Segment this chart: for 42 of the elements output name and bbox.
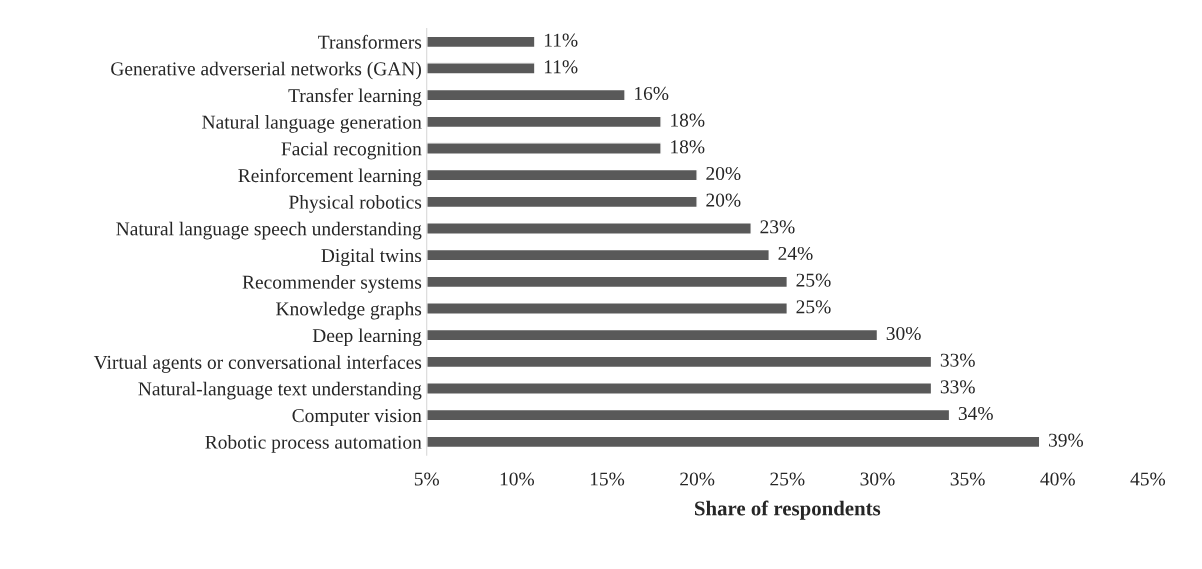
y-tick-label: Transformers — [318, 34, 422, 49]
y-tick-label: Natural-language text understanding — [138, 381, 422, 400]
x-tick-label: 45% — [1130, 472, 1166, 486]
y-tick-label: Knowledge graphs — [276, 301, 422, 320]
y-tick-label: Reinforcement learning — [238, 168, 422, 187]
data-label: 16% — [635, 86, 669, 101]
data-label: 30% — [886, 326, 921, 341]
y-tick-label: Natural language speech understanding — [116, 221, 422, 240]
x-axis-title: Share of respondents — [695, 500, 881, 520]
data-label: 39% — [1048, 433, 1084, 447]
y-tick-label: Physical robotics — [289, 195, 422, 213]
data-label: 18% — [671, 113, 705, 127]
x-tick-label: 25% — [770, 472, 805, 486]
x-tick-label: 40% — [1040, 472, 1075, 486]
data-label: 23% — [760, 220, 795, 234]
x-tick-label: 5% — [414, 472, 440, 486]
x-tick-label: 15% — [590, 472, 625, 486]
data-label: 11% — [544, 33, 578, 47]
y-tick-label: Transfer learning — [288, 88, 422, 107]
y-tick-label: Digital twins — [321, 248, 422, 267]
x-tick-label: 20% — [680, 472, 715, 486]
data-label: 25% — [796, 300, 831, 314]
x-tick-label: 10% — [500, 472, 535, 486]
y-tick-label: Natural language generation — [202, 115, 422, 133]
x-tick-label: 35% — [950, 472, 985, 486]
data-label: 18% — [671, 140, 705, 154]
y-tick-label: Computer vision — [292, 409, 422, 427]
y-tick-label: Robotic process automation — [205, 435, 422, 453]
data-label: 25% — [796, 273, 831, 287]
data-label: 33% — [940, 353, 975, 367]
y-tick-label: Facial recognition — [281, 141, 422, 160]
data-label: 20% — [706, 193, 741, 207]
x-tick-label: 30% — [860, 472, 895, 486]
data-label: 33% — [940, 380, 975, 394]
y-tick-label: Deep learning — [312, 328, 422, 347]
y-tick-label: Generative adverserial networks (GAN) — [111, 61, 421, 80]
data-label: 11% — [544, 60, 578, 74]
data-label: 34% — [958, 406, 993, 421]
y-tick-label: Recommender systems — [242, 275, 422, 293]
y-tick-label: Virtual agents or conversational interfaces — [93, 355, 422, 373]
data-label: 24% — [778, 246, 813, 261]
data-label: 20% — [706, 166, 741, 181]
